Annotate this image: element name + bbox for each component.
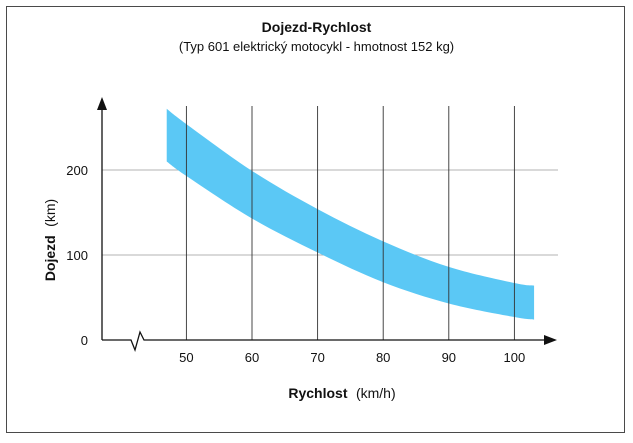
x-tick-label-70: 70 [310,350,324,365]
x-tick-label-50: 50 [179,350,193,365]
x-tick-label-80: 80 [376,350,390,365]
x-tick-label-100: 100 [504,350,526,365]
x-tick-label-90: 90 [442,350,456,365]
x-axis-line-with-break [102,330,546,353]
x-axis-label: Rychlost (km/h) [288,385,395,402]
range-band [166,108,535,320]
chart-subtitle: (Typ 601 elektrický motocykl - hmotnost … [178,39,455,54]
y-axis-label: Dojezd (km) [42,199,59,281]
y-axis-label-unit: (km) [42,199,58,227]
x-tick-label-60: 60 [245,350,259,365]
x-axis-arrow [544,335,557,345]
x-axis-label-name: Rychlost [288,385,347,401]
y-tick-label-100: 100 [66,248,88,263]
y-tick-labels: 0 100 200 [66,163,88,348]
vertical-gridlines [185,106,515,340]
x-tick-labels: 50 60 70 80 90 100 [179,350,525,365]
y-axis-label-name: Dojezd [42,235,58,281]
x-axis-label-unit: (km/h) [356,385,396,401]
y-tick-label-200: 200 [66,163,88,178]
chart-title: Dojezd-Rychlost [261,19,372,35]
axes [97,97,557,353]
y-tick-label-0: 0 [81,333,88,348]
y-axis-arrow [97,97,107,110]
